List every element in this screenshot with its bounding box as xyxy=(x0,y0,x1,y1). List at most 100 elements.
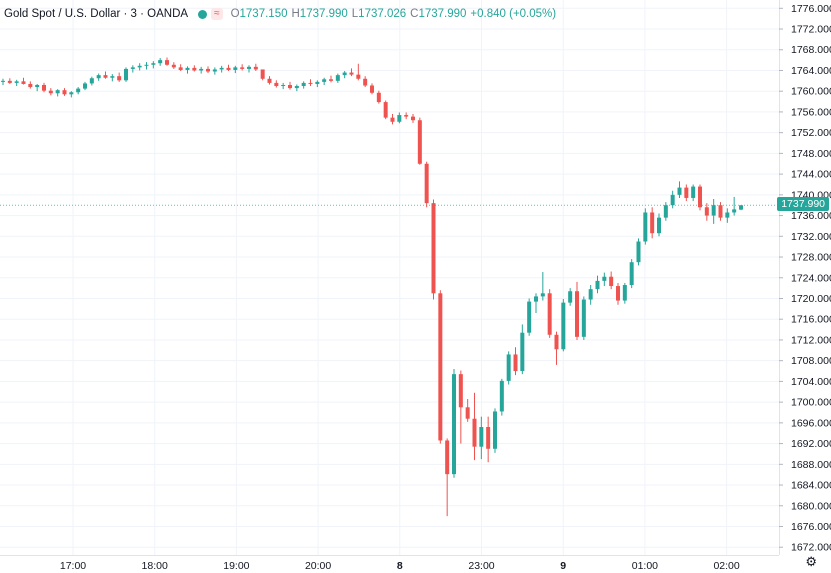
y-tick-label: 1700.000 xyxy=(791,397,831,409)
candle-body xyxy=(472,418,477,447)
candle-body xyxy=(581,299,586,337)
time-axis[interactable]: 17:00 18:00 19:00 20:00 8 23:00 9 01:00 02:00 xyxy=(60,560,740,572)
candle-body xyxy=(96,75,101,79)
candle-body xyxy=(739,205,743,210)
candle-body xyxy=(670,194,675,206)
y-tick-label: 1776.000 xyxy=(791,3,831,15)
candle-body xyxy=(247,66,251,69)
ohlc-low: L1737.026 xyxy=(351,8,407,20)
candle-body xyxy=(226,67,231,70)
candle-body xyxy=(602,276,607,281)
candle-body xyxy=(397,115,402,122)
candle-body xyxy=(486,427,491,449)
candle-body xyxy=(288,84,292,89)
candle-body xyxy=(315,81,320,84)
candle-body xyxy=(376,92,381,103)
candle-body xyxy=(404,115,409,117)
candle-body xyxy=(657,217,661,234)
candle-body xyxy=(643,212,648,242)
candle-body xyxy=(260,69,265,79)
candle-body xyxy=(89,78,94,84)
y-tick-label: 1680.000 xyxy=(791,500,831,512)
y-tick-label: 1744.000 xyxy=(791,169,831,181)
candle-body xyxy=(698,186,702,208)
y-tick-label: 1748.000 xyxy=(791,148,831,160)
y-tick-label: 1756.000 xyxy=(791,106,831,118)
y-tick-label: 1728.000 xyxy=(791,252,831,264)
candle-body xyxy=(342,72,347,76)
candle-body xyxy=(424,163,429,204)
ohlc-high: H1737.990 xyxy=(291,8,348,20)
y-tick-label: 1764.000 xyxy=(791,65,831,77)
y-tick-label: 1736.000 xyxy=(791,210,831,222)
x-tick-label: 01:00 xyxy=(632,560,658,572)
x-tick-label: 18:00 xyxy=(142,560,168,572)
candle-body xyxy=(76,88,81,93)
y-tick-label: 1708.000 xyxy=(791,355,831,367)
candle-body xyxy=(575,291,579,337)
candle-body xyxy=(253,66,258,70)
symbol-title[interactable]: Gold Spot / U.S. Dollar · 3 · OANDA xyxy=(4,8,189,20)
candle-body xyxy=(595,280,600,290)
y-tick-label: 1684.000 xyxy=(791,480,831,492)
candle-body xyxy=(35,84,40,88)
symbol-legend: Gold Spot / U.S. Dollar · 3 · OANDA ≈ O1… xyxy=(4,8,556,20)
candle-body xyxy=(329,79,333,81)
candle-body xyxy=(704,207,709,216)
candle-body xyxy=(452,374,456,475)
gear-icon[interactable]: ⚙ xyxy=(805,554,817,569)
candle-body xyxy=(69,92,74,95)
candle-body xyxy=(622,285,627,301)
candle-body xyxy=(383,102,388,118)
candle-body xyxy=(219,67,224,70)
x-tick-label: 20:00 xyxy=(305,560,331,572)
candle-body xyxy=(465,407,470,419)
candle-body xyxy=(363,78,368,86)
candle-body xyxy=(629,262,634,286)
candle-body xyxy=(281,84,286,87)
candle-body xyxy=(431,203,436,294)
x-tick-label: 02:00 xyxy=(713,560,739,572)
candle-body xyxy=(55,90,60,94)
candle-body xyxy=(390,117,395,122)
candle-body xyxy=(335,75,340,81)
x-tick-label: 8 xyxy=(397,560,403,572)
candle-body xyxy=(48,90,53,94)
candle-body xyxy=(540,293,545,297)
candle-body xyxy=(1,80,5,82)
candle-body xyxy=(527,301,532,333)
x-tick-label: 19:00 xyxy=(223,560,249,572)
candle-body xyxy=(520,332,525,372)
candle-body xyxy=(663,205,668,218)
candle-body xyxy=(267,78,272,83)
chart-grid xyxy=(0,0,779,555)
x-tick-label: 23:00 xyxy=(468,560,494,572)
candle-body xyxy=(62,90,67,95)
candle-body xyxy=(233,67,238,70)
candle-body xyxy=(691,186,696,198)
candle-body xyxy=(547,293,552,335)
candle-body xyxy=(124,68,128,81)
candle-body xyxy=(718,205,723,218)
candle-body xyxy=(356,74,361,79)
market-status-icon xyxy=(198,9,208,19)
candle-body xyxy=(274,82,279,87)
candle-body xyxy=(370,85,374,93)
candle-body xyxy=(103,75,108,78)
candle-body xyxy=(588,289,593,300)
candle-body xyxy=(506,354,511,381)
candle-body xyxy=(294,86,299,89)
y-tick-label: 1716.000 xyxy=(791,314,831,326)
candle-body xyxy=(151,63,156,65)
candle-body xyxy=(499,380,504,412)
y-tick-label: 1760.000 xyxy=(791,86,831,98)
candle-body xyxy=(199,68,204,71)
candle-body xyxy=(165,60,169,65)
candle-body xyxy=(83,83,87,89)
candle-body xyxy=(28,83,33,88)
y-tick-label: 1672.000 xyxy=(791,542,831,554)
candles-series xyxy=(1,57,743,517)
y-tick-label: 1692.000 xyxy=(791,438,831,450)
price-axis[interactable]: 1776.000 1772.000 1768.000 1764.000 1760.000… xyxy=(779,3,831,554)
